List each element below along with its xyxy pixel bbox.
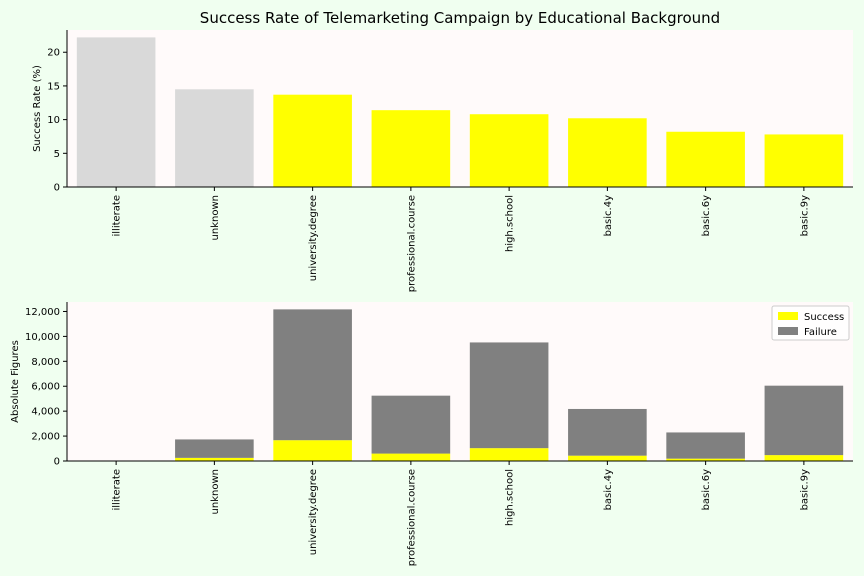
bar-high-school xyxy=(469,114,549,187)
bar-basic-4y xyxy=(568,118,647,187)
y-tick-label: 0 xyxy=(54,183,60,194)
x-tick-label-basic-9y: basic.9y xyxy=(799,195,810,237)
y-tick-label: 6,000 xyxy=(31,382,60,393)
bar-success-university-degree xyxy=(273,440,352,461)
y-axis-label: Success Rate (%) xyxy=(32,65,43,152)
bar-failure-basic-9y xyxy=(764,385,844,456)
x-tick-label-basic-6y: basic.6y xyxy=(701,195,712,237)
bars xyxy=(76,37,844,187)
bar-failure-professional-course xyxy=(371,395,451,454)
absolute-figures-chart: 0 2,000 4,000 6,000 8,000 10,000 12,000 illite… xyxy=(10,302,853,566)
legend: Success Failure xyxy=(771,305,850,341)
x-tick-label-basic-9y: basic.9y xyxy=(799,469,810,511)
y-tick-label: 2,000 xyxy=(31,432,60,443)
legend-label-failure: Failure xyxy=(804,327,837,338)
bar-unknown xyxy=(175,89,254,187)
x-tick-label-unknown: unknown xyxy=(210,195,221,240)
x-tick-label-university-degree: university.degree xyxy=(308,469,319,555)
y-ticks: 0 2,000 4,000 6,000 8,000 10,000 12,000 xyxy=(25,307,67,468)
bar-success-high-school xyxy=(469,448,549,461)
chart-title: Success Rate of Telemarketing Campaign b… xyxy=(200,9,720,27)
x-ticks: illiterate unknown university.degree profes… xyxy=(112,461,810,566)
bar-failure-unknown xyxy=(175,439,254,458)
bar-success-unknown xyxy=(175,457,254,461)
bar-success-basic-4y xyxy=(568,455,647,461)
success-rate-chart: Success Rate of Telemarketing Campaign b… xyxy=(32,9,853,292)
y-tick-label: 10 xyxy=(47,115,60,126)
y-tick-label: 8,000 xyxy=(31,357,60,368)
y-tick-label: 20 xyxy=(47,48,60,59)
bar-failure-high-school xyxy=(469,342,549,449)
x-tick-label-high-school: high.school xyxy=(505,195,516,252)
bar-failure-basic-6y xyxy=(666,432,745,459)
bar-university-degree xyxy=(273,94,352,187)
legend-swatch-failure xyxy=(778,327,798,335)
bar-success-basic-9y xyxy=(764,455,844,461)
x-ticks: illiterate unknown university.degree profes… xyxy=(112,187,810,292)
bar-basic-9y xyxy=(764,134,844,187)
x-tick-label-unknown: unknown xyxy=(210,469,221,514)
y-axis-label: Absolute Figures xyxy=(10,340,21,423)
y-tick-label: 12,000 xyxy=(25,307,60,318)
bar-illiterate xyxy=(76,37,156,187)
y-tick-label: 4,000 xyxy=(31,407,60,418)
y-tick-label: 5 xyxy=(54,149,60,160)
y-tick-label: 15 xyxy=(47,81,60,92)
bar-failure-university-degree xyxy=(273,309,352,441)
x-tick-label-basic-4y: basic.4y xyxy=(603,195,614,237)
x-tick-label-basic-4y: basic.4y xyxy=(603,469,614,511)
bar-success-professional-course xyxy=(371,453,451,461)
stacked-bars xyxy=(76,309,844,461)
bar-basic-6y xyxy=(666,131,745,187)
y-tick-label: 10,000 xyxy=(25,332,60,343)
x-tick-label-basic-6y: basic.6y xyxy=(701,469,712,511)
x-tick-label-high-school: high.school xyxy=(505,469,516,526)
x-tick-label-professional-course: professional.course xyxy=(406,469,417,566)
y-ticks: 0 5 10 15 20 xyxy=(47,48,67,194)
x-tick-label-illiterate: illiterate xyxy=(112,195,123,237)
x-tick-label-university-degree: university.degree xyxy=(308,195,319,281)
bar-success-basic-6y xyxy=(666,458,745,461)
x-tick-label-professional-course: professional.course xyxy=(406,195,417,292)
y-tick-label: 0 xyxy=(54,457,60,468)
x-tick-label-illiterate: illiterate xyxy=(112,469,123,511)
bar-failure-basic-4y xyxy=(568,408,647,456)
bar-professional-course xyxy=(371,110,451,187)
legend-label-success: Success xyxy=(804,312,844,323)
legend-swatch-success xyxy=(778,312,798,320)
